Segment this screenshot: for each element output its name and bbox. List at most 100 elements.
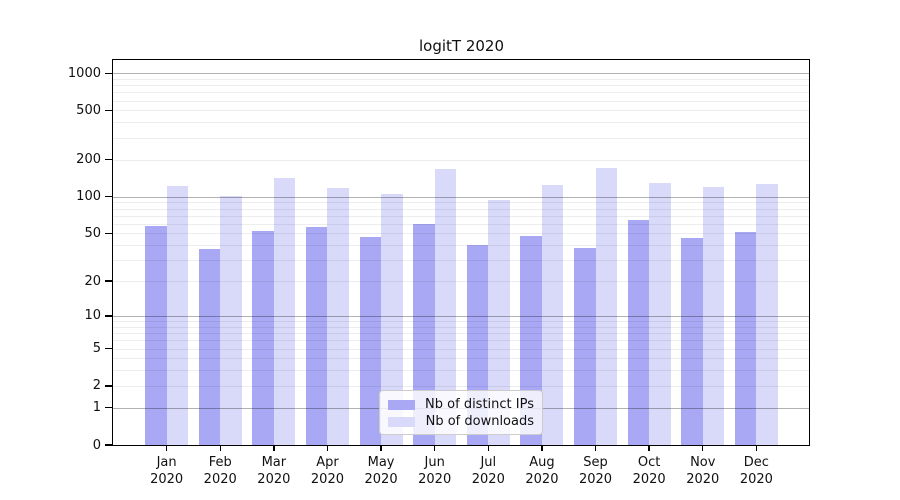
y-tick-mark-10 — [105, 315, 112, 317]
y-tick-label: 1000 — [67, 65, 101, 81]
bar-downloads-mar — [273, 178, 296, 445]
gridline-minor-50 — [113, 233, 810, 235]
bar-distinct-ips-feb — [198, 249, 221, 445]
x-tick-month: Mar — [261, 455, 287, 470]
bar-downloads-sep — [595, 168, 617, 445]
x-tick-label-dec: Dec 2020 — [726, 454, 786, 488]
legend: Nb of distinct IPs Nb of downloads — [379, 390, 543, 435]
x-tick-mark-sep — [594, 446, 597, 451]
gridline-minor-6 — [113, 340, 810, 342]
y-tick-mark-2 — [105, 385, 112, 387]
legend-item: Nb of downloads — [388, 414, 534, 429]
x-tick-mark-nov — [702, 446, 704, 451]
y-tick-mark-1000 — [105, 72, 112, 74]
y-tick-label: 100 — [76, 189, 101, 205]
gridline-minor-9 — [113, 321, 810, 323]
x-tick-month: Jan — [156, 455, 177, 470]
y-tick-mark-50 — [105, 232, 112, 235]
gridline-major-100 — [113, 196, 810, 198]
x-tick-mark-jun — [433, 446, 436, 451]
gridline-minor-400 — [113, 122, 810, 124]
legend-swatch-icon — [388, 416, 415, 427]
x-tick-month: Jul — [480, 455, 497, 470]
gridline-minor-700 — [113, 92, 810, 94]
x-tick-year: 2020 — [578, 472, 613, 487]
x-tick-label-mar: Mar 2020 — [244, 454, 304, 488]
x-tick-year: 2020 — [150, 472, 184, 487]
x-tick-year: 2020 — [257, 472, 291, 487]
x-tick-month: Apr — [316, 455, 339, 470]
y-tick-mark-5 — [105, 347, 112, 350]
x-tick-month: Nov — [690, 455, 716, 470]
y-tick-label: 50 — [84, 225, 101, 241]
bar-distinct-ips-sep — [574, 247, 596, 445]
x-tick-month: May — [367, 455, 395, 470]
x-tick-mark-feb — [219, 446, 221, 451]
x-tick-month: Oct — [637, 455, 661, 470]
x-tick-mark-jan — [165, 446, 168, 451]
x-tick-mark-aug — [541, 446, 543, 451]
legend-item-label: Nb of distinct IPs — [425, 396, 534, 412]
y-tick-mark-200 — [105, 158, 112, 161]
y-tick-label: 0 — [92, 437, 101, 453]
gridline-minor-90 — [113, 202, 810, 204]
gridline-minor-900 — [113, 78, 810, 80]
x-tick-label-may: May 2020 — [351, 454, 411, 488]
bar-distinct-ips-apr — [306, 227, 328, 445]
bar-downloads-jul — [488, 199, 510, 445]
gridline-minor-3 — [113, 370, 810, 372]
x-tick-mark-jul — [487, 446, 489, 451]
x-tick-mark-oct — [648, 446, 650, 451]
gridline-minor-20 — [113, 281, 810, 283]
bar-distinct-ips-mar — [252, 231, 274, 445]
chart-title: logitT 2020 — [418, 37, 505, 55]
x-tick-year: 2020 — [418, 472, 452, 487]
bar-downloads-dec — [756, 183, 778, 445]
gridline-minor-800 — [113, 85, 810, 87]
x-tick-label-aug: Aug 2020 — [512, 454, 572, 488]
gridline-minor-70 — [113, 215, 810, 217]
x-tick-label-jul: Jul 2020 — [458, 454, 518, 488]
x-tick-year: 2020 — [739, 472, 773, 487]
x-tick-year: 2020 — [686, 472, 720, 487]
y-tick-label: 10 — [84, 308, 101, 324]
gridline-minor-200 — [113, 159, 810, 161]
x-tick-month: Sep — [583, 455, 608, 470]
x-tick-month: Dec — [743, 455, 769, 470]
gridline-minor-600 — [113, 100, 810, 102]
bar-distinct-ips-nov — [681, 237, 703, 445]
bar-downloads-apr — [327, 188, 349, 445]
gridline-minor-7 — [113, 333, 810, 335]
bar-downloads-jun — [434, 168, 457, 445]
x-tick-mark-dec — [755, 446, 758, 451]
gridline-minor-40 — [113, 245, 810, 247]
x-tick-mark-apr — [326, 446, 329, 451]
y-tick-label: 5 — [92, 341, 101, 357]
x-tick-month: Jun — [424, 455, 445, 470]
x-tick-label-sep: Sep 2020 — [566, 454, 626, 488]
bar-downloads-nov — [702, 187, 725, 445]
y-tick-mark-20 — [105, 280, 112, 282]
bar-downloads-jan — [166, 186, 189, 445]
legend-item-label: Nb of downloads — [425, 413, 534, 429]
legend-item: Nb of distinct IPs — [388, 397, 534, 412]
gridline-minor-8 — [113, 326, 810, 328]
y-tick-mark-1 — [105, 407, 112, 409]
y-tick-mark-0 — [105, 444, 112, 446]
x-tick-year: 2020 — [632, 472, 666, 487]
gridline-minor-2 — [113, 385, 810, 387]
gridline-major-10 — [113, 315, 810, 317]
gridline-minor-5 — [113, 348, 810, 350]
x-tick-label-jan: Jan 2020 — [137, 454, 197, 488]
x-tick-month: Aug — [529, 455, 555, 470]
gridline-minor-80 — [113, 208, 810, 210]
x-tick-month: Feb — [208, 455, 232, 470]
bar-distinct-ips-jan — [145, 225, 167, 445]
y-tick-label: 500 — [76, 102, 101, 118]
bar-distinct-ips-may — [359, 236, 382, 445]
x-tick-year: 2020 — [203, 472, 237, 487]
gridline-minor-4 — [113, 358, 810, 360]
x-tick-label-jun: Jun 2020 — [405, 454, 465, 488]
y-tick-label: 2 — [92, 378, 101, 394]
